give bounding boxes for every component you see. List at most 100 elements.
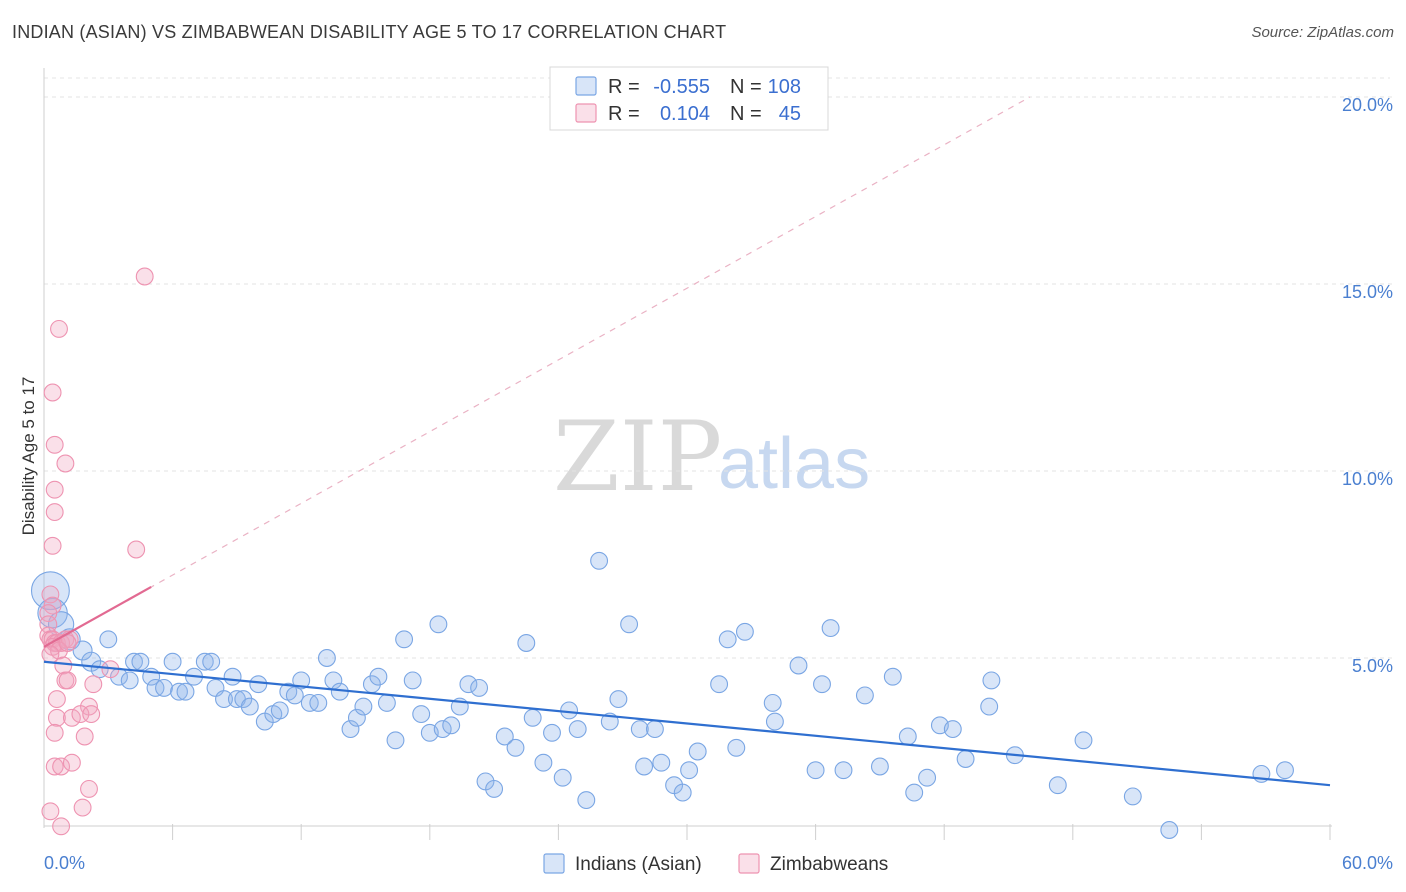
point-indians bbox=[630, 720, 649, 739]
source-credit: Source: ZipAtlas.com bbox=[1251, 24, 1394, 41]
point-indians bbox=[341, 720, 360, 739]
point-indians bbox=[680, 761, 699, 780]
point-indians bbox=[821, 619, 840, 638]
point-indians bbox=[883, 667, 902, 686]
point-indians bbox=[789, 656, 808, 675]
point-indians bbox=[943, 720, 962, 739]
point-indians bbox=[403, 671, 422, 690]
point-indians bbox=[855, 686, 874, 705]
watermark-zip: ZIP bbox=[553, 401, 722, 513]
point-indians bbox=[870, 757, 889, 776]
bottom-legend-swatch-indians bbox=[543, 853, 565, 874]
point-indians bbox=[806, 761, 825, 780]
point-indians bbox=[956, 750, 975, 768]
point-indians bbox=[763, 693, 782, 712]
point-indians bbox=[485, 779, 504, 798]
point-indians bbox=[347, 708, 366, 727]
point-zimbabweans bbox=[45, 503, 64, 522]
y-tick-label: 5.0% bbox=[1352, 656, 1393, 676]
point-zimbabweans bbox=[82, 705, 101, 724]
point-indians bbox=[131, 652, 150, 671]
point-zimbabweans bbox=[41, 585, 60, 604]
watermark: ZIP atlas bbox=[553, 401, 870, 513]
grid bbox=[44, 77, 1394, 659]
point-indians bbox=[285, 686, 304, 705]
point-indians bbox=[459, 675, 478, 694]
bottom-legend: Indians (Asian) Zimbabweans bbox=[543, 853, 888, 875]
point-indians bbox=[1048, 776, 1067, 795]
point-indians bbox=[223, 667, 242, 686]
point-indians bbox=[918, 768, 937, 787]
point-indians bbox=[560, 701, 579, 720]
point-zimbabweans bbox=[45, 480, 64, 499]
point-zimbabweans bbox=[43, 536, 62, 555]
point-zimbabweans bbox=[54, 656, 73, 675]
y-tick-label: 10.0% bbox=[1342, 469, 1393, 489]
point-indians bbox=[980, 697, 999, 716]
point-indians bbox=[609, 690, 628, 709]
trend-line-indians bbox=[43, 660, 1331, 787]
point-indians bbox=[577, 791, 596, 810]
bottom-legend-swatch-zimbabweans bbox=[738, 853, 760, 874]
bottom-legend-label-zimbabweans: Zimbabweans bbox=[770, 854, 888, 875]
data-points bbox=[30, 267, 1294, 839]
point-indians bbox=[163, 652, 182, 671]
point-zimbabweans bbox=[45, 723, 64, 742]
point-indians bbox=[309, 693, 328, 712]
point-indians bbox=[645, 720, 664, 739]
y-tick-labels: 5.0% 10.0% 15.0% 20.0% bbox=[1342, 95, 1393, 676]
legend-swatch-indians bbox=[575, 76, 597, 96]
point-indians bbox=[72, 640, 93, 661]
trend-lines bbox=[43, 96, 1331, 787]
y-tick-label: 15.0% bbox=[1342, 282, 1393, 302]
x-tick-label-min: 0.0% bbox=[44, 853, 85, 873]
x-tick-labels: 0.0% 60.0% bbox=[44, 853, 1393, 873]
point-indians bbox=[176, 682, 195, 701]
point-indians bbox=[155, 678, 173, 697]
point-indians bbox=[710, 675, 729, 694]
point-indians bbox=[354, 697, 373, 716]
axes bbox=[43, 68, 1332, 840]
legend-swatch-zimbabweans bbox=[575, 103, 597, 123]
point-zimbabweans bbox=[73, 798, 92, 817]
y-tick-label: 20.0% bbox=[1342, 95, 1393, 115]
legend-r-value-zimbabweans: 0.104 bbox=[660, 103, 710, 125]
point-zimbabweans bbox=[135, 267, 154, 286]
point-indians bbox=[292, 671, 311, 690]
point-zimbabweans bbox=[52, 817, 71, 836]
legend: R = -0.555 N = 108 R = 0.104 N = 45 bbox=[549, 66, 829, 131]
point-zimbabweans bbox=[75, 727, 94, 746]
point-indians bbox=[442, 716, 461, 735]
point-indians bbox=[727, 738, 746, 757]
bottom-legend-label-indians: Indians (Asian) bbox=[575, 854, 702, 875]
point-indians bbox=[195, 652, 214, 671]
point-indians bbox=[270, 701, 289, 720]
point-indians bbox=[898, 727, 917, 746]
point-zimbabweans bbox=[45, 757, 64, 776]
point-indians bbox=[590, 551, 609, 570]
trend-line-zimbabweans bbox=[43, 585, 152, 648]
point-indians bbox=[249, 675, 268, 694]
point-indians bbox=[240, 697, 259, 716]
point-indians bbox=[215, 690, 233, 709]
point-indians bbox=[470, 678, 489, 697]
point-zimbabweans bbox=[56, 454, 75, 473]
point-indians bbox=[202, 652, 221, 671]
point-indians bbox=[688, 742, 707, 761]
point-indians bbox=[568, 720, 587, 739]
point-indians bbox=[429, 615, 448, 634]
point-indians bbox=[317, 649, 336, 667]
legend-r-label-indians: R = bbox=[608, 76, 640, 98]
point-indians bbox=[234, 690, 253, 709]
chart-title: INDIAN (ASIAN) VS ZIMBABWEAN DISABILITY … bbox=[12, 22, 727, 42]
point-indians bbox=[523, 708, 542, 727]
point-zimbabweans bbox=[41, 802, 60, 821]
legend-n-value-indians: 108 bbox=[768, 76, 801, 98]
legend-n-label-indians: N = bbox=[730, 76, 762, 98]
trend-line-zimbabweans-extended bbox=[43, 96, 1031, 648]
point-zimbabweans bbox=[47, 708, 66, 727]
point-indians bbox=[412, 705, 431, 724]
x-tick-label-max: 60.0% bbox=[1342, 853, 1393, 873]
point-zimbabweans bbox=[47, 690, 66, 709]
